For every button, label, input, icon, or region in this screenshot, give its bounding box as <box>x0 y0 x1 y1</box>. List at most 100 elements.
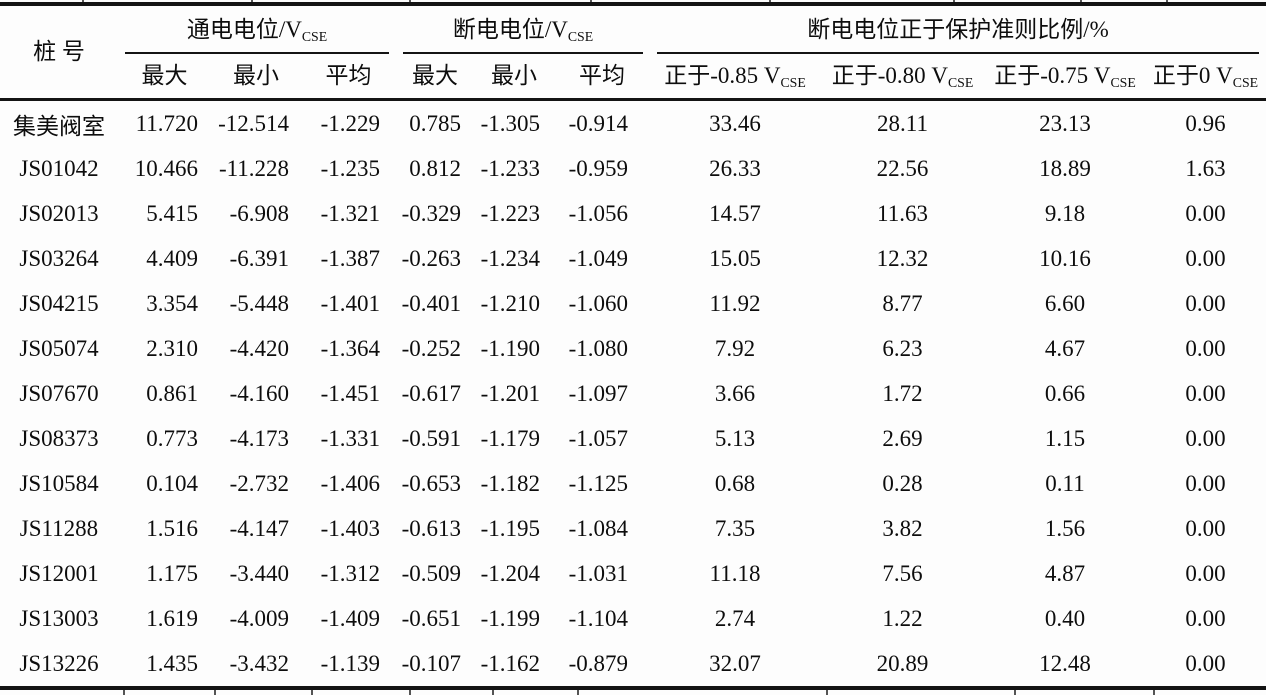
column-header-off-max: 最大 <box>396 54 474 101</box>
on-max-cell: 10.466 <box>134 155 198 181</box>
ratio-0-cell: 0.00 <box>1185 515 1226 541</box>
off-avg-cell: -1.056 <box>568 200 628 226</box>
on-min-cell: -6.391 <box>229 245 289 271</box>
off-min-cell: -1.162 <box>480 650 540 676</box>
off-avg-cell: -1.097 <box>568 380 628 406</box>
ratio-0-cell: 0.00 <box>1185 335 1226 361</box>
pile-id-cell: JS01042 <box>19 155 99 181</box>
column-group-off-potential: 断电电位/VCSE <box>396 4 650 54</box>
ratio-080-cell: 0.28 <box>882 470 923 496</box>
ratio-075-cell: 4.67 <box>1044 335 1086 361</box>
off-max-cell: -0.509 <box>401 560 461 586</box>
ratio-080-cell: 20.89 <box>876 650 929 676</box>
ratio-0-cell: 0.00 <box>1185 650 1226 676</box>
off-max-cell: -0.329 <box>401 200 461 226</box>
ratio-080-cell: 22.56 <box>876 155 929 181</box>
off-min-cell: -1.234 <box>480 245 540 271</box>
ratio-085-cell: 15.05 <box>709 245 761 271</box>
off-min-cell: -1.190 <box>480 335 540 361</box>
ratio-075-cell: 0.40 <box>1044 605 1086 631</box>
ratio-080-cell: 3.82 <box>882 515 923 541</box>
ratio-080-cell: 7.56 <box>882 560 923 586</box>
column-header-positive-085: 正于-0.85 VCSE <box>650 54 820 101</box>
table-row: JS13226 1.435 -3.432 -1.139 -0.107 -1.16… <box>0 641 1266 688</box>
ratio-080-cell: 1.22 <box>882 605 923 631</box>
on-min-cell: -6.908 <box>229 200 289 226</box>
off-max-cell: -0.107 <box>401 650 461 676</box>
off-min-cell: -1.210 <box>480 290 540 316</box>
edge-tick <box>826 690 828 695</box>
ratio-085-cell: 2.74 <box>714 605 756 631</box>
column-header-positive-075: 正于-0.75 VCSE <box>985 54 1145 101</box>
ratio-0-cell: 0.96 <box>1185 110 1226 136</box>
off-avg-cell: -1.031 <box>568 560 628 586</box>
table-row: JS03264 4.409 -6.391 -1.387 -0.263 -1.23… <box>0 236 1266 281</box>
on-avg-cell: -1.331 <box>320 425 380 451</box>
cse-subscript: CSE <box>1110 75 1136 91</box>
on-max-cell: 0.104 <box>146 470 198 496</box>
ratio-0-cell: 0.00 <box>1185 470 1226 496</box>
on-min-cell: -3.440 <box>229 560 289 586</box>
ratio-080-cell: 12.32 <box>876 245 929 271</box>
pile-id-cell: 集美阀室 <box>13 113 105 139</box>
ratio-075-cell: 18.89 <box>1039 155 1091 181</box>
on-avg-cell: -1.406 <box>320 470 380 496</box>
off-avg-cell: -0.959 <box>568 155 628 181</box>
off-max-cell: 0.812 <box>409 155 461 181</box>
ratio-080-cell: 2.69 <box>882 425 923 451</box>
off-avg-cell: -1.049 <box>568 245 628 271</box>
ratio-075-cell: 1.15 <box>1044 425 1086 451</box>
off-max-cell: -0.252 <box>401 335 461 361</box>
off-max-cell: -0.617 <box>401 380 461 406</box>
ratio-085-cell: 7.92 <box>714 335 756 361</box>
column-header-off-min: 最小 <box>474 54 554 101</box>
on-avg-cell: -1.451 <box>320 380 380 406</box>
ratio-075-cell: 9.18 <box>1044 200 1086 226</box>
ratio-0-cell: 0.00 <box>1185 560 1226 586</box>
on-avg-cell: -1.364 <box>320 335 380 361</box>
off-min-cell: -1.223 <box>480 200 540 226</box>
column-header-off-avg: 平均 <box>554 54 650 101</box>
ratio-085-cell: 5.13 <box>714 425 756 451</box>
ratio-085-cell: 11.18 <box>709 560 761 586</box>
column-header-on-avg: 平均 <box>301 54 396 101</box>
off-min-cell: -1.179 <box>480 425 540 451</box>
pile-id-cell: JS05074 <box>19 335 99 361</box>
cse-subscript: CSE <box>947 75 974 91</box>
edge-tick <box>123 690 125 695</box>
ratio-085-cell: 3.66 <box>714 380 756 406</box>
ratio-0-cell: 0.00 <box>1185 605 1226 631</box>
pile-id-cell: JS03264 <box>19 245 99 271</box>
off-avg-cell: -1.084 <box>568 515 628 541</box>
table-row: JS02013 5.415 -6.908 -1.321 -0.329 -1.22… <box>0 191 1266 236</box>
table-row: 集美阀室 11.720 -12.514 -1.229 0.785 -1.305 … <box>0 100 1266 147</box>
off-max-cell: -0.591 <box>401 425 461 451</box>
off-min-cell: -1.204 <box>480 560 540 586</box>
on-avg-cell: -1.409 <box>320 605 380 631</box>
column-header-on-min: 最小 <box>211 54 301 101</box>
on-min-cell: -4.173 <box>229 425 289 451</box>
on-min-cell: -2.732 <box>229 470 289 496</box>
ratio-085-cell: 33.46 <box>709 110 761 136</box>
on-avg-cell: -1.235 <box>320 155 380 181</box>
off-max-cell: -0.613 <box>401 515 461 541</box>
group-label: 断电电位正于保护准则比例/% <box>807 17 1109 43</box>
edge-tick <box>1153 690 1155 695</box>
off-min-cell: -1.305 <box>480 110 540 136</box>
on-min-cell: -12.514 <box>218 110 289 136</box>
edge-tick <box>214 690 216 695</box>
on-max-cell: 0.861 <box>146 380 198 406</box>
off-avg-cell: -0.879 <box>568 650 628 676</box>
table-row: JS01042 10.466 -11.228 -1.235 0.812 -1.2… <box>0 146 1266 191</box>
ratio-080-cell: 6.23 <box>882 335 923 361</box>
off-min-cell: -1.233 <box>480 155 540 181</box>
ratio-080-cell: 28.11 <box>877 110 928 136</box>
ratio-085-cell: 11.92 <box>709 290 761 316</box>
header-sub-row: 最大 最小 平均 最大 最小 平均 正于-0.85 VCSE 正于-0.80 V… <box>0 54 1266 101</box>
pile-id-cell: JS12001 <box>19 560 99 586</box>
off-max-cell: 0.785 <box>409 110 461 136</box>
off-min-cell: -1.201 <box>480 380 540 406</box>
cse-subscript: CSE <box>301 29 328 45</box>
ratio-085-cell: 7.35 <box>714 515 756 541</box>
